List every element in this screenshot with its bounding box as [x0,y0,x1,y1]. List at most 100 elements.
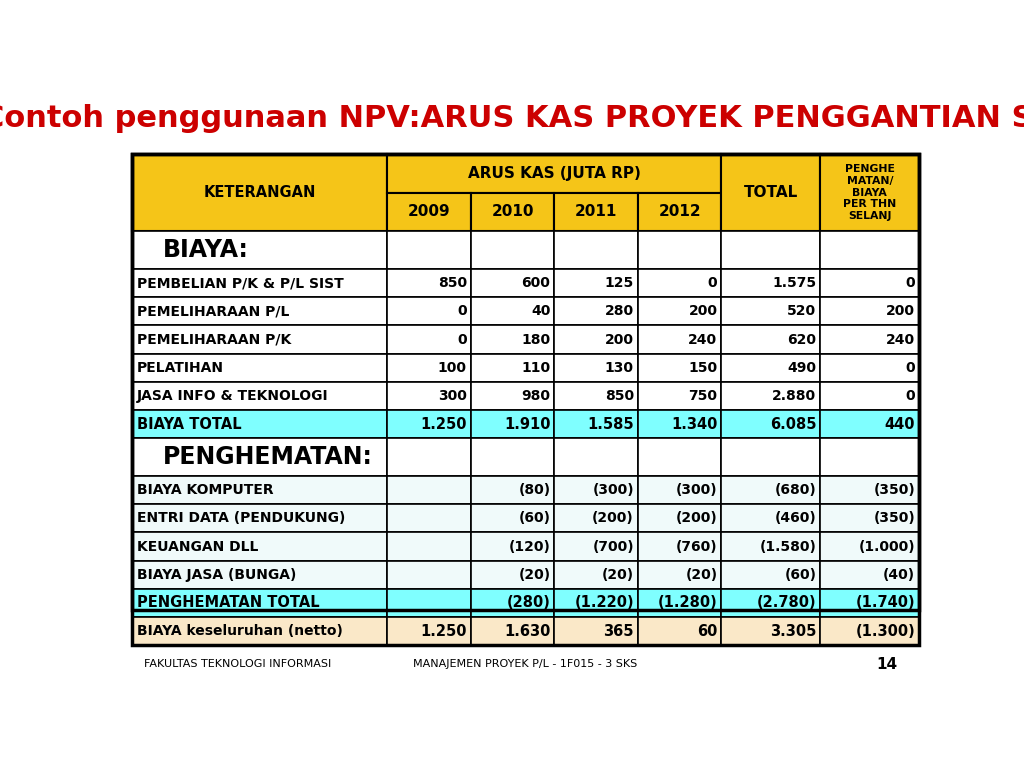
Bar [132,476,387,505]
Bar [721,561,820,589]
Text: 60: 60 [697,624,718,638]
Bar [471,410,554,438]
Text: 1.910: 1.910 [504,416,551,432]
Text: 0: 0 [458,333,467,346]
Bar [387,438,471,476]
Text: (200): (200) [676,511,718,525]
Text: 200: 200 [605,333,634,346]
Bar [820,297,920,326]
Text: 150: 150 [688,361,718,375]
Text: BIAYA KOMPUTER: BIAYA KOMPUTER [137,483,273,497]
Bar [387,589,471,617]
Bar [387,269,471,297]
Bar [132,154,920,610]
Bar [554,410,638,438]
Bar [554,532,638,561]
Bar [471,532,554,561]
Bar [638,193,721,231]
Text: 1.575: 1.575 [772,276,816,290]
Bar [638,476,721,505]
Text: (1.220): (1.220) [574,595,634,611]
Text: 600: 600 [521,276,551,290]
Bar [471,193,554,231]
Bar [721,353,820,382]
Text: PENGHEMATAN:: PENGHEMATAN: [163,445,373,469]
Text: BIAYA keseluruhan (netto): BIAYA keseluruhan (netto) [137,624,343,638]
Bar [820,532,920,561]
Bar [471,326,554,353]
Bar [132,154,920,645]
Text: PEMELIHARAAN P/K: PEMELIHARAAN P/K [137,333,291,346]
Bar [820,589,920,617]
Bar [554,193,638,231]
Text: 850: 850 [438,276,467,290]
Text: MANAJEMEN PROYEK P/L - 1F015 - 3 SKS: MANAJEMEN PROYEK P/L - 1F015 - 3 SKS [413,659,637,669]
Bar [554,505,638,532]
Text: (760): (760) [676,540,718,554]
Bar [820,561,920,589]
Bar [638,231,721,269]
Bar [820,382,920,410]
Bar [820,617,920,645]
Text: 440: 440 [885,416,915,432]
Text: 0: 0 [905,389,915,403]
Text: (120): (120) [509,540,551,554]
Bar [638,532,721,561]
Bar [638,297,721,326]
Text: 2010: 2010 [492,204,534,220]
Text: (200): (200) [592,511,634,525]
Text: 3.305: 3.305 [770,624,816,638]
Bar [132,532,387,561]
Bar [471,589,554,617]
Bar [638,269,721,297]
Bar [721,154,820,231]
Bar [132,505,387,532]
Bar [471,505,554,532]
Bar [721,410,820,438]
Bar [554,269,638,297]
Bar [638,382,721,410]
Bar [387,617,471,645]
Text: (460): (460) [774,511,816,525]
Bar [387,382,471,410]
Text: 100: 100 [438,361,467,375]
Text: 1.585: 1.585 [588,416,634,432]
Bar [721,382,820,410]
Text: 1.250: 1.250 [421,416,467,432]
Text: 980: 980 [521,389,551,403]
Text: 850: 850 [605,389,634,403]
Text: 1.340: 1.340 [671,416,718,432]
Bar [387,154,721,193]
Text: (350): (350) [873,483,915,497]
Bar [721,476,820,505]
Text: (20): (20) [602,568,634,581]
Bar [721,438,820,476]
Bar [387,326,471,353]
Bar [820,154,920,231]
Text: FAKULTAS TEKNOLOGI INFORMASI: FAKULTAS TEKNOLOGI INFORMASI [143,659,331,669]
Text: 240: 240 [886,333,915,346]
Bar [554,382,638,410]
Text: 490: 490 [787,361,816,375]
Bar [471,476,554,505]
Bar [387,297,471,326]
Text: PENGHEMATAN TOTAL: PENGHEMATAN TOTAL [137,595,319,611]
Text: (1.000): (1.000) [859,540,915,554]
Text: 130: 130 [605,361,634,375]
Text: BIAYA:: BIAYA: [163,238,249,262]
Bar [471,269,554,297]
Bar [638,561,721,589]
Text: 200: 200 [688,304,718,319]
Bar [721,617,820,645]
Text: (60): (60) [518,511,551,525]
Bar [820,505,920,532]
Bar [471,353,554,382]
Bar [554,231,638,269]
Text: TOTAL: TOTAL [743,185,798,200]
Bar [132,410,387,438]
Text: 520: 520 [787,304,816,319]
Bar [721,269,820,297]
Bar [638,589,721,617]
Text: 750: 750 [688,389,718,403]
Text: 0: 0 [905,276,915,290]
